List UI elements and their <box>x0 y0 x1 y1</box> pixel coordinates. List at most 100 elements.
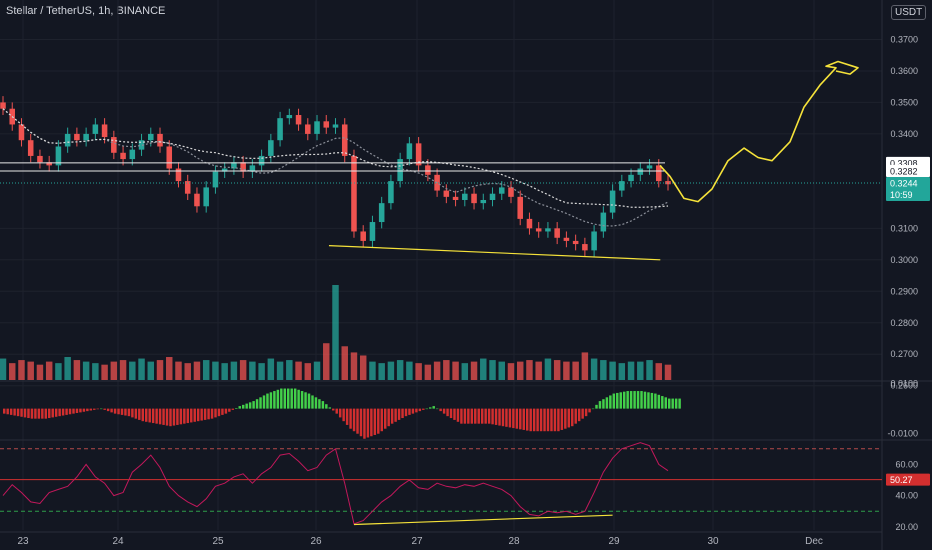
oscillator-bar <box>512 408 515 429</box>
oscillator-bar <box>415 408 418 413</box>
volume-bar <box>295 361 302 380</box>
price-tick-label: 0.2600 <box>890 381 918 391</box>
oscillator-pane <box>3 388 681 439</box>
last-price-badge <box>886 177 930 202</box>
volume-bar <box>101 364 108 380</box>
oscillator-bar <box>612 393 616 409</box>
oscillator-bar <box>273 391 276 409</box>
oscillator-bar <box>283 388 287 409</box>
oscillator-bar <box>228 408 231 412</box>
candle-body <box>129 149 136 160</box>
oscillator-bar <box>86 408 89 412</box>
oscillator-bar <box>564 408 567 429</box>
volume-bar <box>600 360 607 380</box>
candle-body <box>231 162 237 169</box>
oscillator-bar <box>435 408 439 410</box>
volume-bar <box>516 361 524 380</box>
oscillator-bar <box>657 394 661 409</box>
volume-bar <box>498 361 505 380</box>
oscillator-bar <box>394 408 397 422</box>
price-tick-label: 0.3000 <box>890 255 918 265</box>
oscillator-bar <box>487 408 491 424</box>
candle-body <box>148 133 154 141</box>
oscillator-tick-label: 0.0100 <box>890 379 918 389</box>
volume-bar <box>82 361 90 380</box>
candle-body <box>64 133 71 147</box>
oscillator-bar <box>605 397 609 409</box>
volume-bar <box>470 361 478 380</box>
time-tick-label: 29 <box>608 536 620 547</box>
volume-bar <box>637 361 644 380</box>
volume-bar <box>276 361 284 380</box>
oscillator-bar <box>574 408 577 424</box>
oscillator-bar <box>342 408 345 422</box>
candle-body <box>554 228 560 238</box>
volume-bar <box>618 363 626 380</box>
volume-bar <box>433 361 441 380</box>
candle-body <box>452 196 459 200</box>
oscillator-bar <box>138 408 141 420</box>
oscillator-bar <box>304 392 307 409</box>
oscillator-bar <box>210 408 214 419</box>
candle-body <box>120 152 126 160</box>
chart-title: Stellar / TetherUS, 1h, BINANCE <box>6 5 166 17</box>
oscillator-bar <box>498 408 501 426</box>
volume-bar <box>129 361 136 380</box>
oscillator-bar <box>141 408 145 422</box>
candle-body <box>406 143 413 160</box>
oscillator-bar <box>377 408 380 434</box>
oscillator-bar <box>20 408 23 417</box>
currency-button[interactable]: USDT <box>891 5 927 20</box>
oscillator-bar <box>186 408 190 424</box>
oscillator-bar <box>113 408 117 414</box>
oscillator-bar <box>162 408 165 425</box>
oscillator-bar <box>68 408 72 415</box>
oscillator-bar <box>553 408 557 432</box>
candle-body <box>249 165 256 172</box>
oscillator-bar <box>165 408 169 426</box>
candle-body <box>157 133 163 147</box>
candle-body <box>341 124 348 156</box>
candle-body <box>655 165 662 182</box>
oscillator-bar <box>650 392 654 409</box>
price-tick-label: 0.3500 <box>890 97 918 107</box>
time-tick-label: 25 <box>212 536 224 547</box>
oscillator-bar <box>27 408 30 419</box>
oscillator-bar <box>522 408 525 430</box>
oscillator-bar <box>616 392 619 409</box>
candle-body <box>314 121 320 134</box>
candle-body <box>55 146 62 166</box>
rsi-tick-label: 40.00 <box>895 491 918 501</box>
oscillator-bar <box>41 408 44 419</box>
time-axis[interactable]: 23 24 25 26 27 28 29 30 Dec <box>17 536 822 547</box>
volume-bar <box>92 363 99 380</box>
resistance-price-badge <box>886 165 930 178</box>
oscillator-bar <box>536 408 539 432</box>
oscillator-bar <box>255 399 259 409</box>
oscillator-bar <box>474 408 477 424</box>
volume-bar <box>646 360 653 380</box>
oscillator-bar <box>591 408 595 410</box>
oscillator-bar <box>446 408 449 417</box>
oscillator-bar <box>3 408 6 414</box>
volume-bar <box>443 360 450 380</box>
volume-bar <box>119 360 127 380</box>
oscillator-bar <box>13 408 16 416</box>
oscillator-bar <box>470 408 474 424</box>
candle-body <box>425 165 431 175</box>
candle-body <box>83 133 89 141</box>
oscillator-bar <box>429 407 432 409</box>
oscillator-bar <box>179 408 183 425</box>
oscillator-bar <box>595 404 598 409</box>
oscillator-bar <box>172 408 176 426</box>
oscillator-bar <box>127 408 131 417</box>
oscillator-bar <box>453 408 456 420</box>
oscillator-bar <box>318 399 321 409</box>
oscillator-bar <box>647 392 650 409</box>
rsi-value-badge <box>886 473 930 486</box>
oscillator-bar <box>293 388 297 409</box>
price-axis[interactable]: 0.3700 0.3600 0.3500 0.3400 0.3100 0.3000 0.29… <box>886 34 930 532</box>
oscillator-bar <box>106 408 110 412</box>
candle-body <box>46 162 52 166</box>
